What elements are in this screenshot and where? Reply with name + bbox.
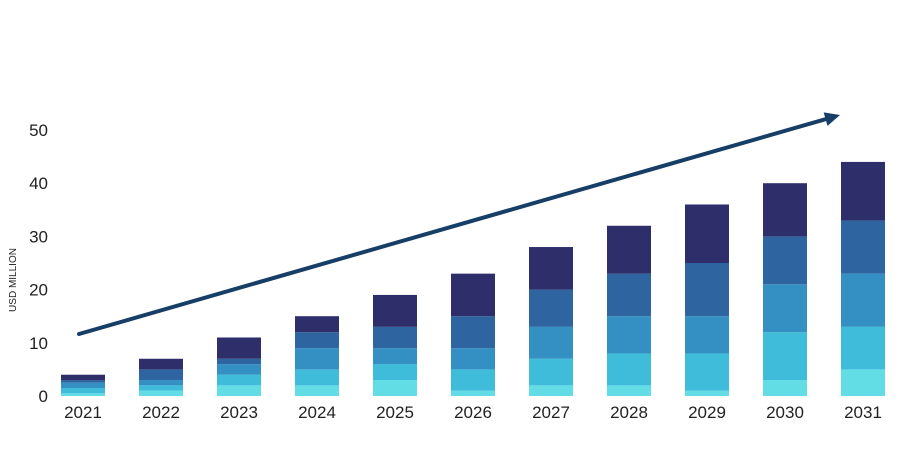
x-tick-label: 2025 <box>376 403 414 422</box>
bar-segment-2025-4 <box>373 326 417 349</box>
x-tick-label: 2021 <box>64 403 102 422</box>
trend-arrow-group <box>77 112 840 336</box>
x-tick-label: 2027 <box>532 403 570 422</box>
bar-segment-2023-5 <box>217 337 261 359</box>
bar-segment-2026-5 <box>451 273 495 317</box>
y-tick-label: 20 <box>29 281 48 300</box>
bar-segment-2026-4 <box>451 316 495 349</box>
bar-segment-2025-3 <box>373 348 417 365</box>
bar-segment-2024-5 <box>295 316 339 333</box>
x-tick-label: 2026 <box>454 403 492 422</box>
x-tick-label: 2030 <box>766 403 804 422</box>
bar-segment-2025-2 <box>373 364 417 381</box>
y-tick-label: 50 <box>29 121 48 140</box>
bar-segment-2021-5 <box>61 374 105 381</box>
bar-segment-2028-2 <box>607 353 651 386</box>
bar-segment-2031-2 <box>841 326 885 370</box>
bar-segment-2023-1 <box>217 385 261 396</box>
bar-segment-2028-3 <box>607 316 651 354</box>
bar-segment-2027-1 <box>529 385 573 396</box>
bar-segment-2023-2 <box>217 374 261 386</box>
bar-segment-2029-4 <box>685 263 729 317</box>
trend-arrow-line <box>77 117 828 336</box>
bar-segment-2025-5 <box>373 294 417 327</box>
bar-segment-2030-2 <box>763 332 807 381</box>
bar-segment-2023-4 <box>217 358 261 365</box>
bar-segment-2031-5 <box>841 161 885 221</box>
bar-segment-2027-2 <box>529 358 573 386</box>
bar-segment-2027-4 <box>529 289 573 327</box>
bar-segment-2022-1 <box>139 390 183 396</box>
y-tick-label: 30 <box>29 227 48 246</box>
x-tick-label: 2022 <box>142 403 180 422</box>
bar-segment-2024-3 <box>295 348 339 370</box>
bar-segment-2030-1 <box>763 380 807 396</box>
x-tick-label: 2024 <box>298 403 336 422</box>
bar-segment-2031-4 <box>841 220 885 274</box>
bar-segment-2021-2 <box>61 388 105 394</box>
y-tick-label: 40 <box>29 174 48 193</box>
bar-segment-2021-1 <box>61 393 105 396</box>
bar-segment-2026-3 <box>451 348 495 370</box>
bar-segment-2028-5 <box>607 225 651 274</box>
bar-segment-2028-4 <box>607 273 651 317</box>
y-tick-label: 0 <box>39 387 48 406</box>
x-tick-label: 2028 <box>610 403 648 422</box>
bar-segment-2021-3 <box>61 382 105 389</box>
bar-segment-2030-5 <box>763 183 807 237</box>
x-tick-label: 2031 <box>844 403 882 422</box>
bar-segment-2030-4 <box>763 236 807 285</box>
bar-segment-2024-1 <box>295 385 339 396</box>
bar-segment-2026-1 <box>451 390 495 396</box>
bar-segment-2022-5 <box>139 358 183 370</box>
bar-segment-2024-2 <box>295 369 339 386</box>
bar-segment-2027-5 <box>529 247 573 290</box>
y-axis-title: USD MILLION <box>8 248 19 312</box>
y-axis-ticks: 0 10 20 30 40 50 <box>29 121 48 406</box>
y-tick-label: 10 <box>29 334 48 353</box>
bar-segment-2029-3 <box>685 316 729 354</box>
bar-segment-2027-3 <box>529 326 573 359</box>
bar-segment-2029-2 <box>685 353 729 391</box>
bar-segment-2031-3 <box>841 273 885 327</box>
bar-segment-2022-3 <box>139 380 183 386</box>
bar-segment-2024-4 <box>295 332 339 349</box>
bar-segment-2028-1 <box>607 385 651 396</box>
trend-arrow-head <box>823 112 840 126</box>
x-tick-label: 2023 <box>220 403 258 422</box>
x-axis-ticks: 2021 2022 2023 2024 2025 2026 2027 2028 2029 2030… <box>64 403 882 422</box>
bar-segment-2029-1 <box>685 390 729 396</box>
bar-segment-2029-5 <box>685 204 729 263</box>
bar-segment-2022-2 <box>139 385 183 391</box>
bar-segment-2025-1 <box>373 380 417 396</box>
bar-segment-2030-3 <box>763 284 807 333</box>
x-tick-label: 2029 <box>688 403 726 422</box>
bar-segment-2021-4 <box>61 380 105 383</box>
bar-segment-2031-1 <box>841 369 885 396</box>
bar-segment-2023-3 <box>217 364 261 375</box>
bars-group <box>61 161 885 396</box>
bar-segment-2026-2 <box>451 369 495 391</box>
bar-segment-2022-4 <box>139 369 183 381</box>
